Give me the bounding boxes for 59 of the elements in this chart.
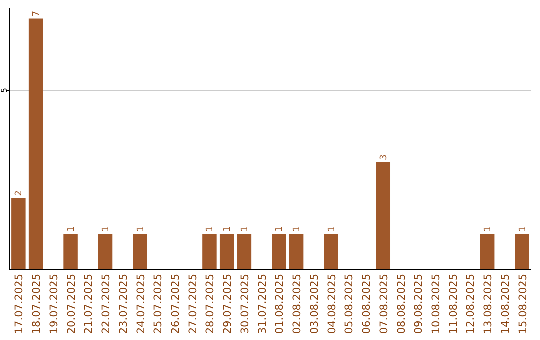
x-tick-label: 15.08.2025 xyxy=(517,274,530,334)
bar xyxy=(376,162,391,270)
x-tick-label: 05.08.2025 xyxy=(344,274,356,334)
data-label: 2 xyxy=(14,190,25,196)
x-tick-label: 21.07.2025 xyxy=(83,274,96,334)
x-tick-label: 23.07.2025 xyxy=(118,274,130,334)
data-label: 1 xyxy=(66,226,77,232)
x-tick-label: 20.07.2025 xyxy=(66,274,78,334)
x-tick-label: 09.08.2025 xyxy=(413,274,426,334)
data-label: 1 xyxy=(518,226,528,232)
x-tick-label: 29.07.2025 xyxy=(222,274,234,334)
x-tick-label: 02.08.2025 xyxy=(292,274,304,334)
x-tick-label: 17.07.2025 xyxy=(14,274,26,334)
bar xyxy=(98,234,113,270)
bar xyxy=(324,234,338,270)
bar xyxy=(220,234,234,270)
data-label: 1 xyxy=(327,226,338,232)
data-label: 1 xyxy=(240,226,250,232)
bar xyxy=(289,234,304,270)
x-tick-label: 07.08.2025 xyxy=(378,274,390,334)
x-tick-label: 24.07.2025 xyxy=(135,274,148,334)
data-label: 3 xyxy=(379,154,390,160)
data-label: 1 xyxy=(484,226,494,232)
x-tick-label: 26.07.2025 xyxy=(170,274,182,334)
x-tick-label: 19.07.2025 xyxy=(48,274,60,334)
data-label: 1 xyxy=(206,226,216,232)
bar xyxy=(237,234,252,270)
x-tick-label: 14.08.2025 xyxy=(500,274,512,334)
x-tick-label: 03.08.2025 xyxy=(308,274,321,334)
data-label: 1 xyxy=(223,226,234,232)
x-tick-label: 13.08.2025 xyxy=(482,274,495,334)
x-tick-label: 27.07.2025 xyxy=(187,274,200,334)
data-label: 1 xyxy=(102,226,112,232)
data-label: 1 xyxy=(275,226,286,232)
x-tick-label: 11.08.2025 xyxy=(448,274,460,334)
bar xyxy=(202,234,217,270)
bar xyxy=(272,234,286,270)
bar xyxy=(64,234,78,270)
bar xyxy=(28,18,44,270)
x-tick-label: 12.08.2025 xyxy=(465,274,478,334)
x-tick-label: 08.08.2025 xyxy=(396,274,408,334)
data-label: 7 xyxy=(32,11,42,17)
bar xyxy=(480,234,495,270)
x-tick-label: 30.07.2025 xyxy=(239,274,252,334)
x-tick-label: 10.08.2025 xyxy=(430,274,442,334)
data-label: 1 xyxy=(292,226,303,232)
y-tick-label: 5 xyxy=(0,88,9,94)
x-tick-label: 18.07.2025 xyxy=(31,274,44,334)
bar xyxy=(515,234,530,270)
x-tick-label: 06.08.2025 xyxy=(361,274,374,334)
x-tick-label: 01.08.2025 xyxy=(274,274,286,334)
x-tick-label: 22.07.2025 xyxy=(100,274,113,334)
x-tick-label: 31.07.2025 xyxy=(256,274,269,334)
x-tick-label: 04.08.2025 xyxy=(326,274,338,334)
bar xyxy=(12,198,26,270)
x-tick-label: 25.07.2025 xyxy=(152,274,165,334)
bar xyxy=(133,234,148,270)
data-label: 1 xyxy=(136,226,146,232)
x-tick-label: 28.07.2025 xyxy=(204,274,217,334)
